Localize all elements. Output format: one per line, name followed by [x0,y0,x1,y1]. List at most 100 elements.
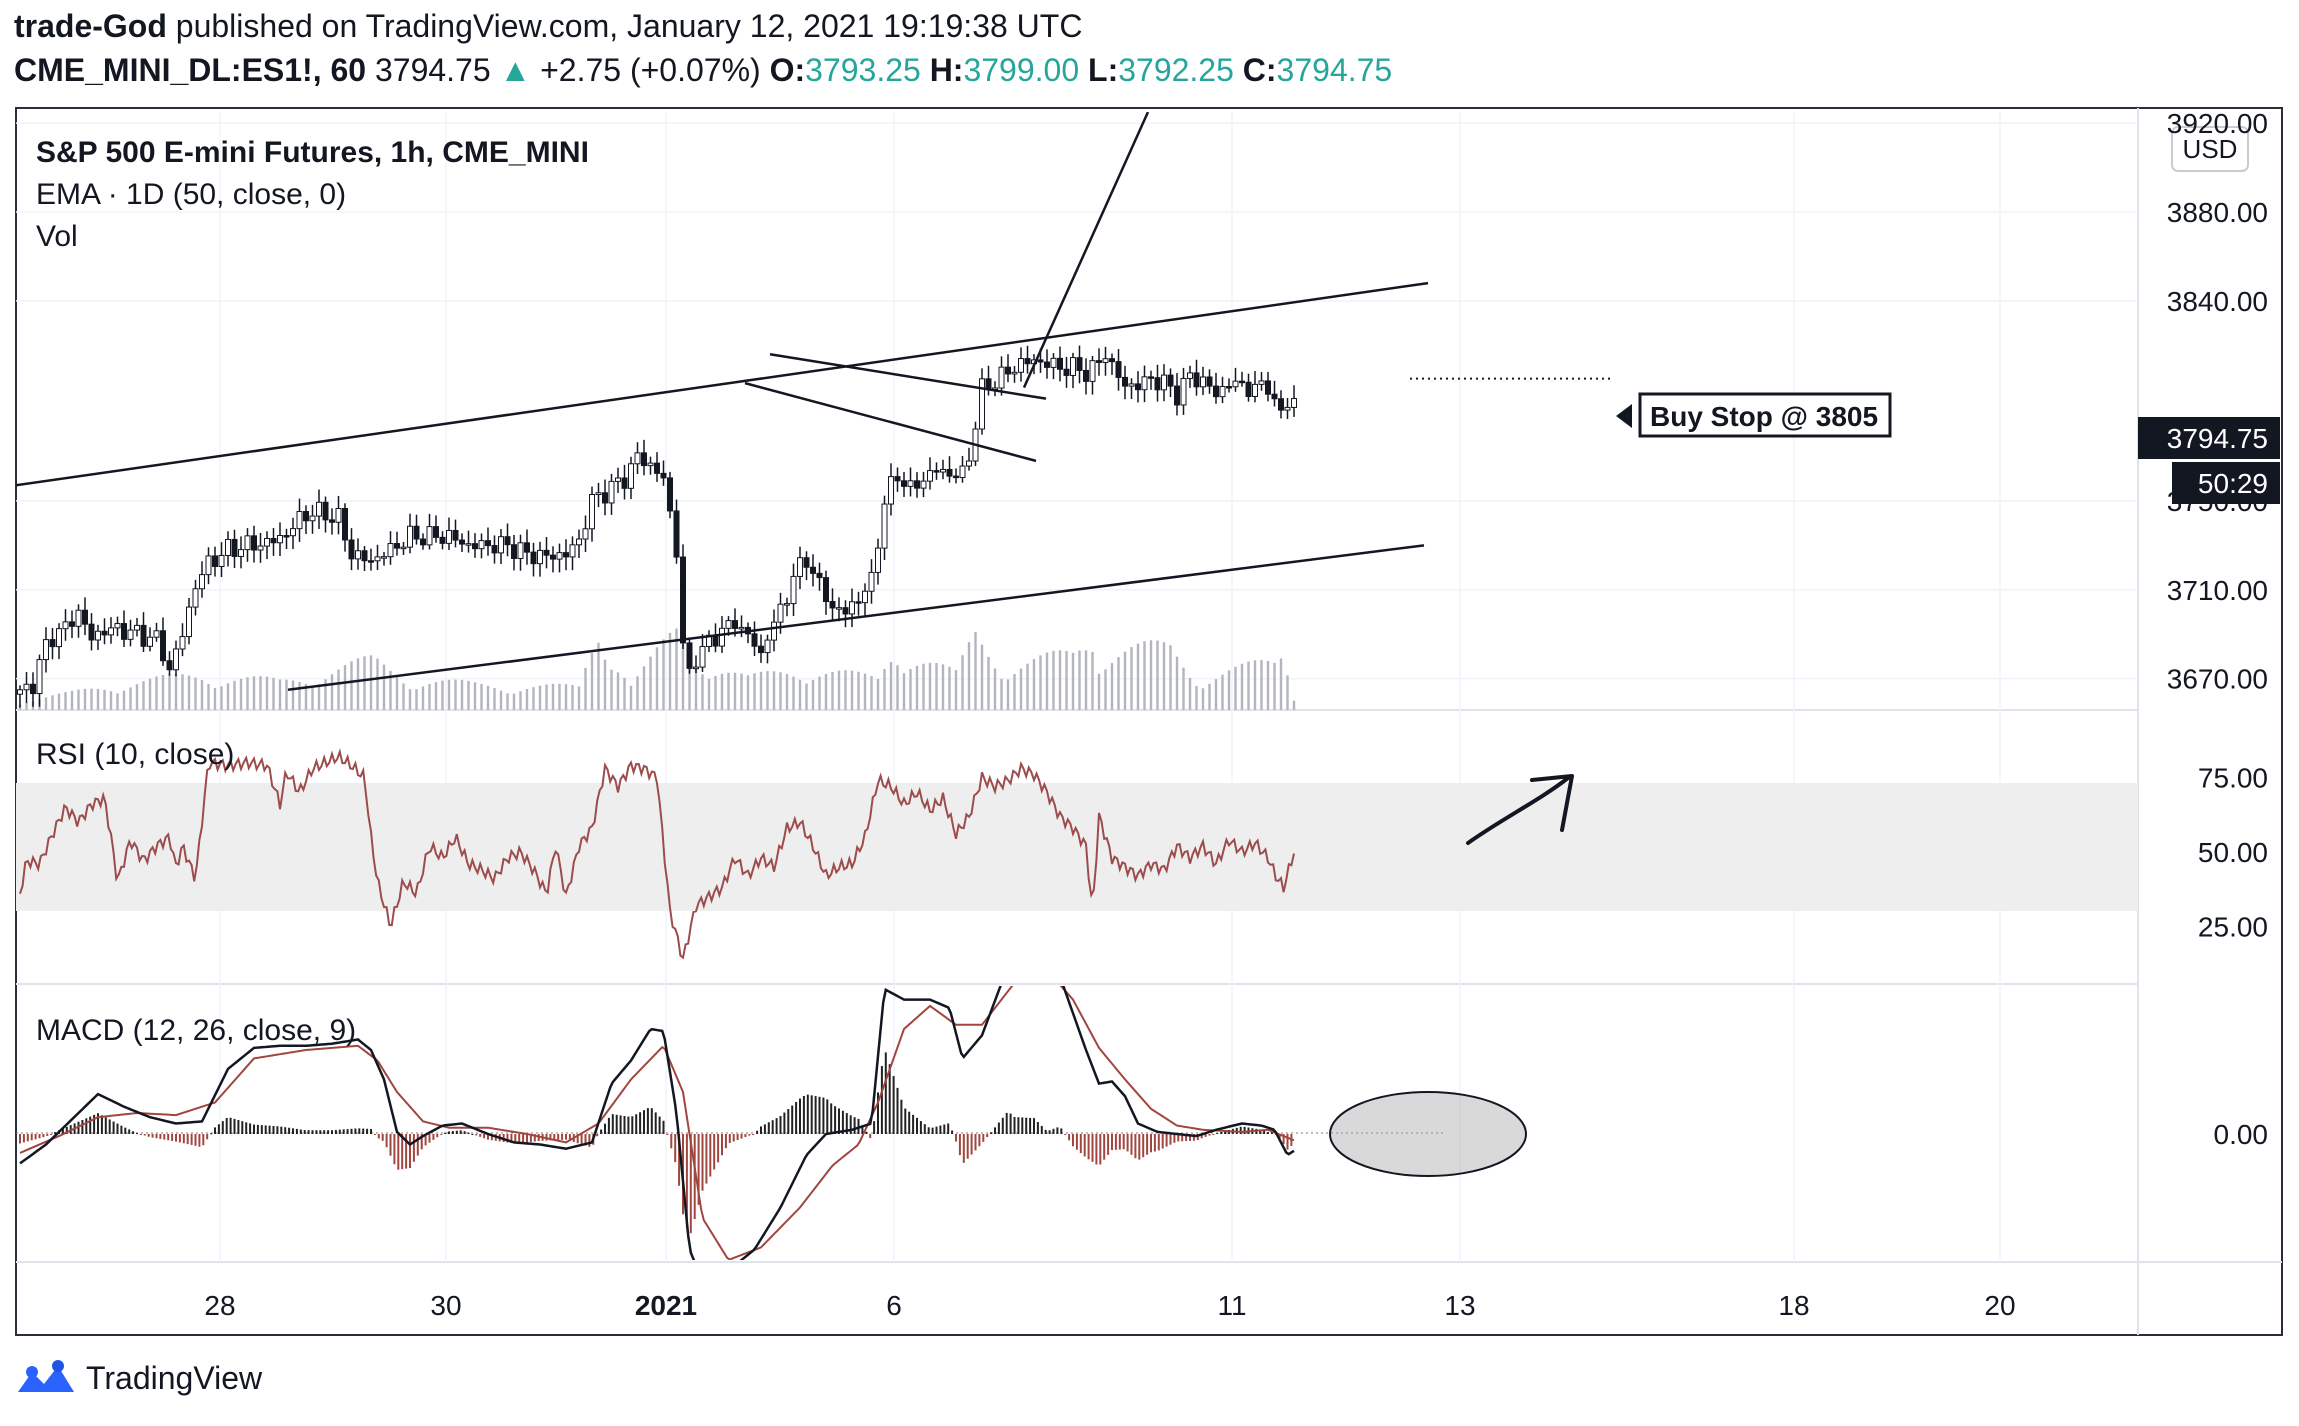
price-tick-label: 3670.00 [2167,664,2268,695]
candle-body [264,537,270,547]
author[interactable]: trade-God [14,8,167,44]
volume-bar [174,673,178,710]
volume-bar [51,695,54,710]
lower-channel-line[interactable] [287,544,1425,692]
candle-body [1076,357,1083,371]
highlight-ellipse[interactable] [1329,1091,1527,1177]
volume-bar [1065,650,1068,710]
histogram-bar [1048,1130,1051,1134]
histogram-bar [654,1112,657,1134]
histogram-bar [1111,1134,1113,1151]
histogram-bar [1009,1113,1012,1134]
candle-body [647,462,654,467]
candle-body [478,540,485,550]
histogram-bar [709,1134,712,1177]
flag-bottom-line[interactable] [744,381,1037,463]
histogram-bar [295,1128,298,1134]
candle-body [69,621,75,627]
volume-bar [70,690,74,710]
flag-top-line[interactable] [769,352,1047,400]
candle-body [439,536,446,544]
histogram-bar [167,1134,170,1141]
volume-bar [285,679,288,710]
histogram-bar [526,1134,528,1143]
candle-body [30,683,36,695]
volume-bar [571,685,574,710]
candle-body [667,477,673,512]
candle-body [719,627,725,647]
histogram-bar [689,1134,692,1234]
candle-body [1005,366,1011,375]
volume-bar [532,687,535,710]
close-value: 3794.75 [1276,52,1393,88]
histogram-bar [955,1134,957,1142]
volume-bar [1240,663,1244,710]
histogram-bar [288,1127,291,1134]
candle-body [218,554,225,567]
volume-bar [337,669,340,710]
histogram-bar [1224,1130,1227,1134]
volume-bar [376,658,379,710]
histogram-bar [1192,1134,1195,1141]
candle-body [309,515,316,522]
histogram-bar [650,1108,653,1134]
candle-body [784,603,790,606]
histogram-bar [483,1134,486,1139]
volume-bar [1182,667,1185,710]
volume-bar [1247,661,1250,710]
volume-bar [213,687,217,710]
volume-bar [122,690,126,710]
histogram-bar [436,1134,439,1138]
volume-bar [1117,657,1120,710]
histogram-bar [1118,1134,1121,1150]
tradingview-logo-icon [18,1360,74,1392]
volume-bar [987,656,990,710]
volume-bar [629,685,633,710]
candle-body [1070,357,1076,376]
histogram-bar [186,1134,189,1145]
histogram-bar [1196,1134,1199,1141]
histogram-bar [994,1127,996,1134]
volume-bar [200,680,204,710]
legend-rsi: RSI (10, close) [36,738,234,771]
histogram-bar [311,1130,314,1134]
histogram-bar [1079,1134,1082,1154]
volume-bar [1006,679,1010,710]
buy-stop-box[interactable] [1638,392,1892,438]
candle-body [472,543,478,550]
histogram-bar [1146,1134,1149,1155]
histogram-bar [342,1129,345,1134]
volume-bar [25,703,28,710]
symbol[interactable]: CME_MINI_DL:ES1!, 60 [14,52,367,88]
currency-badge[interactable] [2171,126,2249,172]
open-value: 3793.25 [805,52,921,88]
candle-body [134,624,140,631]
price-tick-label: 3880.00 [2167,197,2268,228]
candle-body [1239,380,1245,384]
histogram-bar [1150,1134,1152,1153]
histogram-bar [947,1123,950,1134]
volume-bar [421,686,425,710]
histogram-bar [147,1134,150,1137]
histogram-bar [1173,1134,1176,1143]
volume-bar [727,672,730,710]
candle-body [680,556,686,644]
candle-body [101,630,108,636]
upper-channel-line[interactable] [0,281,1429,487]
trend-drawings[interactable] [0,112,1429,692]
histogram-bar [1286,1134,1289,1150]
signal-line [19,986,1295,1260]
footer-brand[interactable]: TradingView [14,1358,262,1398]
breakout-line-line[interactable] [1022,112,1150,389]
volume-bar [129,687,132,710]
histogram-bar [576,1134,579,1144]
histogram-bar [557,1134,560,1141]
histogram-bar [272,1125,275,1134]
histogram-bar [935,1126,938,1134]
histogram-bar [412,1134,415,1162]
candle-body [342,507,348,541]
histogram-bar [1278,1134,1281,1139]
histogram-bar [619,1115,622,1134]
histogram-bar [869,1134,872,1139]
